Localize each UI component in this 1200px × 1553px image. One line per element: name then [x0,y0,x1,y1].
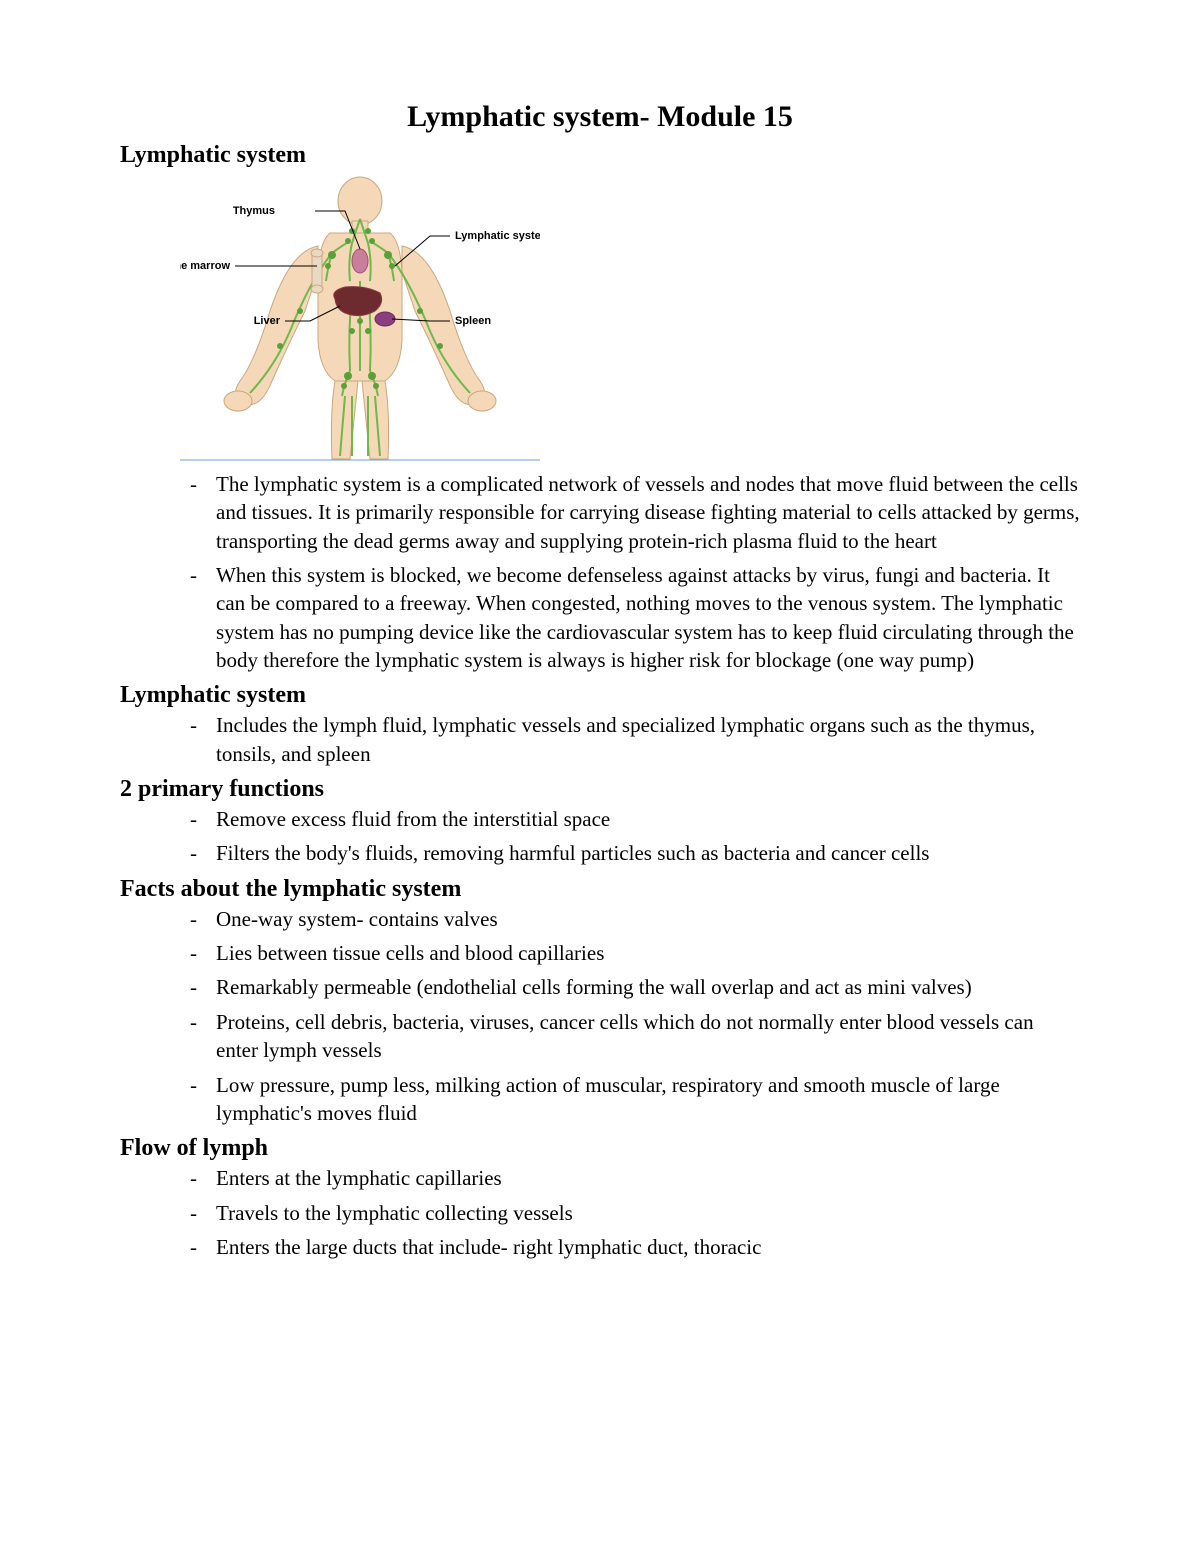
section-heading-lymphatic-1: Lymphatic system [120,142,1080,169]
section-heading-lymphatic-2: Lymphatic system [120,682,1080,709]
section-heading-flow: Flow of lymph [120,1135,1080,1162]
page-title: Lymphatic system- Module 15 [120,100,1080,134]
bullet-list-0: The lymphatic system is a complicated ne… [120,470,1080,674]
document-page: Lymphatic system- Module 15 Lymphatic sy… [0,0,1200,1553]
diagram-label-spleen: Spleen [455,315,491,327]
anatomy-svg: Thymus Bone marrow Liver Lymphatic syste… [180,171,540,461]
list-item: Travels to the lymphatic collecting vess… [190,1199,1080,1227]
bullet-list-2: Remove excess fluid from the interstitia… [120,805,1080,868]
list-item: Filters the body's fluids, removing harm… [190,839,1080,867]
anatomy-diagram: Thymus Bone marrow Liver Lymphatic syste… [180,171,1080,466]
section-heading-facts: Facts about the lymphatic system [120,876,1080,903]
list-item: Low pressure, pump less, milking action … [190,1071,1080,1128]
diagram-label-bone-marrow: Bone marrow [180,260,230,272]
bullet-list-1: Includes the lymph fluid, lymphatic vess… [120,711,1080,768]
list-item: When this system is blocked, we become d… [190,561,1080,674]
list-item: Includes the lymph fluid, lymphatic vess… [190,711,1080,768]
list-item: Enters the large ducts that include- rig… [190,1233,1080,1261]
diagram-label-liver: Liver [254,315,281,327]
list-item: Enters at the lymphatic capillaries [190,1164,1080,1192]
list-item: Remove excess fluid from the interstitia… [190,805,1080,833]
diagram-label-lymphatic-system: Lymphatic system [455,230,540,242]
section-heading-functions: 2 primary functions [120,776,1080,803]
bullet-list-3: One-way system- contains valves Lies bet… [120,905,1080,1127]
list-item: Lies between tissue cells and blood capi… [190,939,1080,967]
diagram-label-thymus: Thymus [233,205,275,217]
list-item: One-way system- contains valves [190,905,1080,933]
list-item: The lymphatic system is a complicated ne… [190,470,1080,555]
list-item: Proteins, cell debris, bacteria, viruses… [190,1008,1080,1065]
list-item: Remarkably permeable (endothelial cells … [190,973,1080,1001]
bullet-list-4: Enters at the lymphatic capillaries Trav… [120,1164,1080,1261]
